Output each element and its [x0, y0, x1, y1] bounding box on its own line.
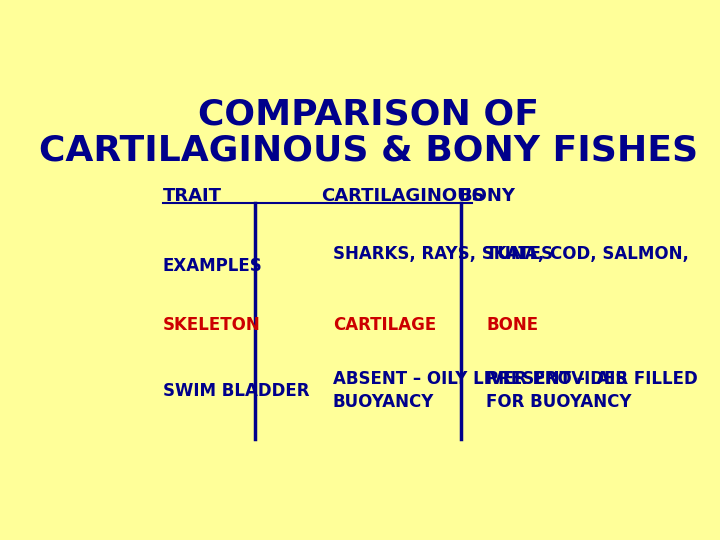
Text: EXAMPLES: EXAMPLES [163, 258, 262, 275]
Text: BONE: BONE [486, 316, 539, 334]
Text: SHARKS, RAYS, SKATES: SHARKS, RAYS, SKATES [333, 245, 553, 263]
Text: PRESENT –  AIR FILLED: PRESENT – AIR FILLED [486, 370, 698, 388]
Text: TRAIT: TRAIT [163, 187, 222, 205]
Text: SKELETON: SKELETON [163, 316, 261, 334]
Text: SWIM BLADDER: SWIM BLADDER [163, 382, 309, 400]
Text: CARTILAGE: CARTILAGE [333, 316, 436, 334]
Text: FOR BUOYANCY: FOR BUOYANCY [486, 393, 631, 410]
Text: COMPARISON OF: COMPARISON OF [199, 98, 539, 132]
Text: ABSENT – OILY LIVER PROVIDES: ABSENT – OILY LIVER PROVIDES [333, 370, 627, 388]
Text: BUOYANCY: BUOYANCY [333, 393, 434, 410]
Text: BONY: BONY [458, 187, 516, 205]
Text: TUNA, COD, SALMON,: TUNA, COD, SALMON, [486, 245, 689, 263]
Text: CARTILAGINOUS: CARTILAGINOUS [322, 187, 485, 205]
Text: CARTILAGINOUS & BONY FISHES: CARTILAGINOUS & BONY FISHES [40, 133, 698, 167]
